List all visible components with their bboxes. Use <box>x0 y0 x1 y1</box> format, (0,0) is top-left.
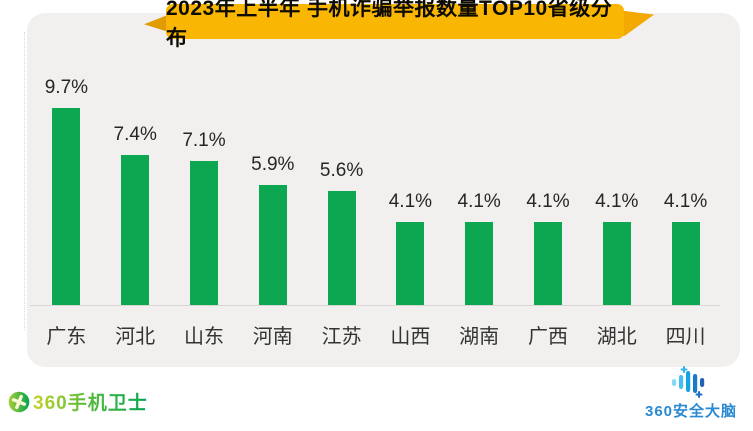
waveform-brain-icon <box>668 366 714 398</box>
bar <box>327 191 356 305</box>
left-brand-logo: 360手机卫士 <box>8 388 148 415</box>
category-label: 山东 <box>183 326 224 348</box>
bar-column: 4.1% <box>376 64 445 305</box>
bar-column: 4.1% <box>514 64 583 305</box>
bar-value-label: 4.1% <box>457 190 501 212</box>
bar-value-label: 7.1% <box>182 129 226 151</box>
category-label: 江苏 <box>321 326 362 348</box>
category-label: 山西 <box>390 326 431 348</box>
right-brand-logo: 360安全大脑 <box>635 366 747 421</box>
bar <box>258 185 287 305</box>
bar-value-label: 9.7% <box>44 77 89 99</box>
category-label: 河南 <box>252 326 293 348</box>
bar-value-label: 4.1% <box>663 190 708 212</box>
bar <box>671 221 700 305</box>
bar-value-label: 4.1% <box>526 190 570 212</box>
category-label: 河北 <box>115 326 156 348</box>
category-label: 湖南 <box>459 326 500 348</box>
bar <box>52 108 81 305</box>
bar <box>465 221 494 305</box>
bar-value-label: 7.4% <box>113 123 157 145</box>
bar-column: 7.1% <box>170 64 239 305</box>
bar <box>121 154 150 305</box>
bar <box>396 221 425 305</box>
bar-value-label: 5.6% <box>319 160 364 182</box>
shield-plus-circle-icon <box>8 391 30 413</box>
bar-column: 4.1% <box>445 64 514 305</box>
category-label: 四川 <box>665 326 706 348</box>
right-brand-logo-text: 360安全大脑 <box>644 403 738 420</box>
left-brand-logo-text: 360手机卫士 <box>33 388 148 415</box>
bar-value-label: 4.1% <box>388 190 433 212</box>
bar-column: 9.7% <box>32 64 101 305</box>
bar-value-label: 4.1% <box>595 190 639 212</box>
bar-value-label: 5.9% <box>251 154 295 176</box>
bar-column: 5.9% <box>238 64 307 305</box>
bar-column: 5.6% <box>307 64 376 305</box>
chart-title: 2023年上半年 手机诈骗举报数量TOP10省级分布 <box>166 0 624 50</box>
card-dotted-edge <box>24 32 25 330</box>
category-label: 湖北 <box>596 326 637 348</box>
bar-column: 4.1% <box>582 64 651 305</box>
bar <box>602 221 631 305</box>
category-label: 广东 <box>46 326 87 348</box>
bar <box>189 160 218 305</box>
category-label: 广西 <box>527 326 568 348</box>
x-axis-labels: 广东 河北 山东 河南 江苏 山西 湖南 广西 湖北 四川 <box>32 320 720 349</box>
bar <box>533 221 562 305</box>
x-axis-line <box>30 305 720 306</box>
bar-column: 4.1% <box>651 64 720 305</box>
bar-chart: 9.7% 7.4% 7.1% 5.9% 5.6% 4.1% 4.1% 4.1% 4.1% 4.1% <box>32 64 720 305</box>
bar-column: 7.4% <box>101 64 170 305</box>
